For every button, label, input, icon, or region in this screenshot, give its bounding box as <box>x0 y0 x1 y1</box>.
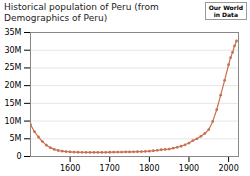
svg-text:0: 0 <box>16 152 21 161</box>
html-text:Historical population of Peru: Historical population of Peru (from Demo… <box>4 2 159 23</box>
svg-text:2000: 2000 <box>218 164 238 173</box>
html-text:Our World in Data: Our World in Data <box>208 4 243 18</box>
svg-text:1600: 1600 <box>60 164 80 173</box>
svg-text:1800: 1800 <box>139 164 159 173</box>
svg-text:15M: 15M <box>4 99 21 108</box>
svg-text:25M: 25M <box>4 63 21 72</box>
svg-text:30M: 30M <box>4 46 21 55</box>
svg-text:20M: 20M <box>4 81 21 90</box>
svg-text:5M: 5M <box>10 134 22 143</box>
svg-text:1900: 1900 <box>179 164 199 173</box>
svg-text:10M: 10M <box>4 117 21 126</box>
svg-text:1700: 1700 <box>100 164 120 173</box>
svg-text:35M: 35M <box>4 28 21 37</box>
